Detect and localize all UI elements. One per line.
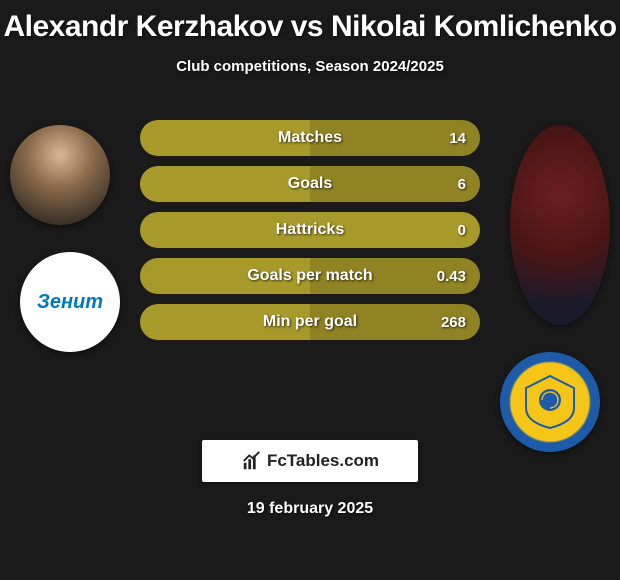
player-right-avatar [510, 125, 610, 325]
stat-label: Goals [140, 175, 480, 193]
player-left-avatar [10, 125, 110, 225]
stat-value-right: 14 [449, 130, 466, 147]
comparison-chart: Matches14 Goals6 Hattricks0 Goals per match… [140, 120, 480, 350]
stat-row: Goals6 [140, 166, 480, 202]
stat-value-right: 0.43 [437, 268, 466, 285]
club-right-logo-icon [520, 370, 580, 435]
club-right-badge [500, 352, 600, 452]
stat-label: Goals per match [140, 267, 480, 285]
page-subtitle: Club competitions, Season 2024/2025 [0, 58, 620, 75]
club-left-badge: Зенит [20, 252, 120, 352]
stat-row: Goals per match0.43 [140, 258, 480, 294]
page-title: Alexandr Kerzhakov vs Nikolai Komlichenk… [0, 0, 620, 44]
footer-brand-badge: FcTables.com [202, 440, 418, 482]
footer-brand-text: FcTables.com [267, 451, 379, 471]
stat-label: Hattricks [140, 221, 480, 239]
stat-row: Matches14 [140, 120, 480, 156]
stat-label: Min per goal [140, 313, 480, 331]
club-left-logo-text: Зенит [37, 291, 103, 314]
chart-icon [241, 450, 263, 472]
stat-label: Matches [140, 129, 480, 147]
footer-date: 19 february 2025 [0, 500, 620, 518]
stat-value-right: 268 [441, 314, 466, 331]
stat-row: Hattricks0 [140, 212, 480, 248]
stat-value-right: 0 [458, 222, 466, 239]
stat-value-right: 6 [458, 176, 466, 193]
stat-row: Min per goal268 [140, 304, 480, 340]
